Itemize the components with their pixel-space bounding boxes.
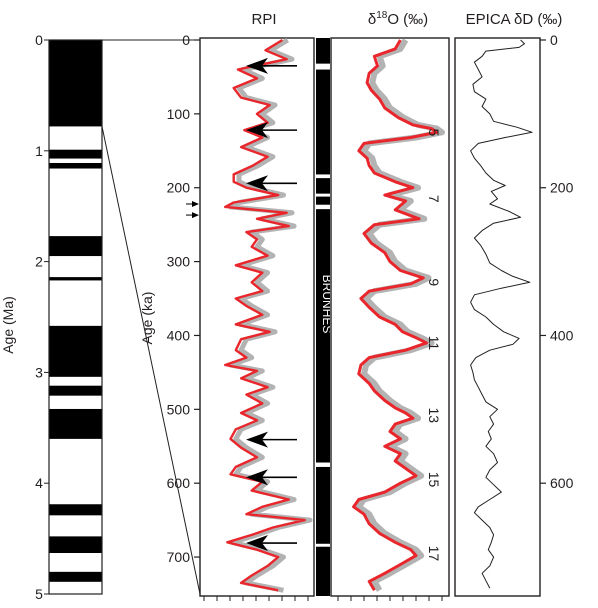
rpi-arrow-head — [246, 535, 268, 552]
polarity-interval-normal — [49, 553, 102, 572]
rpi-age-axis: 0 100 200 300 400 500 600 700 — [167, 32, 309, 601]
d18o-stage-label: 13 — [426, 407, 442, 423]
age-ma-tick-label: 3 — [35, 364, 43, 380]
d18o-stage-label: 11 — [426, 336, 442, 351]
brunhes-gap — [316, 204, 330, 210]
d18o-series-line — [352, 39, 439, 592]
rpi-arrow-head — [246, 175, 268, 192]
brunhes-gaps-group — [316, 63, 330, 547]
polarity-column-ma — [48, 39, 103, 595]
polarity-interval-normal — [49, 280, 102, 326]
d18o-stage-label: 17 — [426, 546, 442, 562]
age-ka-tick-label: 100 — [167, 106, 191, 122]
brunhes-gap — [316, 543, 330, 547]
age-ka-tick-label: 400 — [167, 327, 191, 343]
age-ma-axis-label: Age (Ma) — [0, 296, 16, 354]
rpi-arrow-head — [246, 469, 268, 486]
d18o-uncertainty-band — [355, 38, 445, 592]
rpi-arrows-group — [186, 57, 297, 552]
brunhes-gap — [316, 63, 330, 70]
epica-age-tick-label: 200 — [550, 180, 574, 196]
polarity-column-ma-frame — [48, 39, 103, 595]
epica-age-tick-label: 400 — [550, 327, 574, 343]
polarity-interval-normal — [49, 438, 102, 505]
epica-age-axis: 0 200 400 600 — [540, 32, 574, 491]
polarity-interval-normal — [49, 395, 102, 409]
age-ka-tick-label: 500 — [167, 401, 191, 417]
age-ka-tick-label: 700 — [167, 549, 191, 565]
rpi-panel-title: RPI — [251, 11, 276, 28]
d18o-title-sup: 18 — [376, 10, 388, 21]
brunhes-gap — [316, 462, 330, 467]
d18o-panel-title: δ18O (‰) — [368, 10, 428, 28]
polarity-interval-normal — [49, 158, 102, 163]
rpi-arrow-head — [246, 57, 268, 74]
epica-age-tick-label: 0 — [550, 32, 558, 48]
age-ka-axis-label: Age (ka) — [139, 292, 155, 345]
brunhes-gap — [316, 193, 330, 197]
rpi-series-line — [224, 38, 306, 592]
d18o-series-group — [337, 38, 445, 601]
age-ma-tick-label: 2 — [35, 254, 43, 270]
polarity-interval-normal — [49, 376, 102, 386]
age-ka-tick-label: 300 — [167, 254, 191, 270]
age-ma-tick-label: 5 — [35, 586, 43, 602]
rpi-arrow-head — [246, 431, 268, 448]
d18o-stage-label: 15 — [426, 472, 442, 488]
d18o-stage-label: 9 — [426, 278, 442, 286]
rpi-panel-frame — [199, 37, 315, 597]
d18o-title-main: δ — [368, 11, 376, 28]
rpi-arrow-head — [246, 122, 268, 139]
d18o-title-rest: O (‰) — [387, 11, 428, 28]
brunhes-label: BRUNHES — [320, 275, 334, 334]
epica-panel-frame — [454, 37, 541, 597]
d18o-stage-label: 7 — [426, 195, 442, 203]
rpi-uncertainty-band — [228, 37, 313, 593]
age-ma-tick-label: 1 — [35, 143, 43, 159]
age-ka-tick-label: 600 — [167, 475, 191, 491]
rpi-small-arrow-head — [192, 212, 199, 219]
age-ma-tick-label: 4 — [35, 475, 43, 491]
epica-series-line — [470, 39, 533, 589]
age-ka-tick-label: 0 — [182, 32, 190, 48]
epica-panel-title: EPICA δD (‰) — [466, 11, 563, 28]
polarity-interval-normal — [49, 515, 102, 537]
d18o-stage-labels: 5 7 9 11 13 15 17 — [426, 128, 442, 561]
brunhes-gap — [316, 174, 330, 179]
polarity-interval-normal — [49, 256, 102, 278]
d18o-stage-label: 5 — [426, 128, 442, 136]
polarity-interval-normal — [49, 126, 102, 150]
age-ma-axis: 0 1 2 3 4 5 — [35, 32, 49, 602]
rpi-series-group — [224, 37, 313, 593]
age-ka-tick-label: 200 — [167, 180, 191, 196]
age-ma-tick-label: 0 — [35, 32, 43, 48]
polarity-interval-normal — [49, 581, 102, 594]
rpi-small-arrow-head — [192, 200, 199, 207]
epica-series-group — [470, 39, 533, 589]
epica-age-tick-label: 600 — [550, 475, 574, 491]
expansion-line-bottom — [101, 126, 201, 595]
polarity-interval-normal — [49, 168, 102, 237]
